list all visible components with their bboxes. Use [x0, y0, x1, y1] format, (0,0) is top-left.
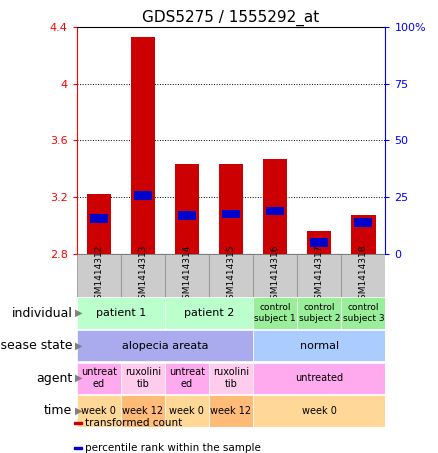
- Bar: [175, 164, 199, 254]
- Bar: [351, 216, 375, 254]
- Text: control
subject 1: control subject 1: [254, 304, 296, 323]
- Text: control
subject 2: control subject 2: [299, 304, 340, 323]
- Text: GSM1414316: GSM1414316: [271, 245, 279, 305]
- Text: ▶: ▶: [75, 308, 83, 318]
- Text: GSM1414317: GSM1414317: [315, 245, 324, 305]
- Text: ruxolini
tib: ruxolini tib: [213, 367, 249, 389]
- Bar: [266, 207, 284, 216]
- Bar: [222, 210, 240, 218]
- Bar: [165, 297, 253, 329]
- Text: percentile rank within the sample: percentile rank within the sample: [85, 443, 261, 453]
- Bar: [209, 254, 253, 297]
- Text: patient 2: patient 2: [184, 308, 234, 318]
- Bar: [165, 362, 209, 394]
- Bar: [253, 297, 297, 329]
- Text: ▶: ▶: [75, 373, 83, 383]
- Text: individual: individual: [11, 307, 72, 319]
- Text: untreat
ed: untreat ed: [169, 367, 205, 389]
- Bar: [219, 164, 243, 254]
- Bar: [77, 362, 121, 394]
- Bar: [121, 254, 165, 297]
- Text: agent: agent: [36, 372, 72, 385]
- Bar: [121, 395, 165, 427]
- Text: transformed count: transformed count: [85, 419, 182, 429]
- Bar: [178, 211, 196, 220]
- Text: week 0: week 0: [302, 406, 337, 416]
- Bar: [253, 395, 385, 427]
- Text: control
subject 3: control subject 3: [343, 304, 384, 323]
- Bar: [341, 254, 385, 297]
- Bar: [209, 362, 253, 394]
- Bar: [77, 330, 253, 361]
- Bar: [121, 362, 165, 394]
- Bar: [253, 362, 385, 394]
- Text: GSM1414313: GSM1414313: [138, 245, 147, 305]
- Text: GSM1414312: GSM1414312: [94, 245, 103, 305]
- Bar: [310, 238, 328, 246]
- Text: week 0: week 0: [81, 406, 116, 416]
- Bar: [90, 214, 108, 222]
- Bar: [77, 297, 165, 329]
- Bar: [297, 254, 341, 297]
- Text: week 0: week 0: [170, 406, 205, 416]
- Bar: [165, 254, 209, 297]
- Bar: [263, 159, 287, 254]
- Text: patient 1: patient 1: [95, 308, 146, 318]
- Bar: [253, 330, 385, 361]
- Bar: [209, 395, 253, 427]
- Bar: [165, 395, 209, 427]
- Bar: [307, 231, 332, 254]
- Text: GSM1414314: GSM1414314: [183, 245, 191, 305]
- Text: ▶: ▶: [75, 406, 83, 416]
- Bar: [354, 218, 372, 227]
- Text: week 12: week 12: [122, 406, 163, 416]
- Text: time: time: [44, 405, 72, 417]
- Bar: [87, 194, 111, 254]
- Text: disease state: disease state: [0, 339, 72, 352]
- Text: GSM1414318: GSM1414318: [359, 245, 368, 305]
- Bar: [134, 191, 152, 200]
- Text: untreated: untreated: [295, 373, 343, 383]
- Text: normal: normal: [300, 341, 339, 351]
- Title: GDS5275 / 1555292_at: GDS5275 / 1555292_at: [142, 10, 320, 26]
- Bar: [297, 297, 341, 329]
- Bar: [77, 254, 121, 297]
- Text: week 12: week 12: [211, 406, 251, 416]
- Bar: [341, 297, 385, 329]
- Bar: [74, 422, 82, 424]
- Bar: [253, 254, 297, 297]
- Bar: [131, 37, 155, 254]
- Bar: [74, 447, 82, 449]
- Text: alopecia areata: alopecia areata: [122, 341, 208, 351]
- Text: untreat
ed: untreat ed: [81, 367, 117, 389]
- Bar: [77, 395, 121, 427]
- Text: ruxolini
tib: ruxolini tib: [125, 367, 161, 389]
- Text: GSM1414315: GSM1414315: [226, 245, 236, 305]
- Text: ▶: ▶: [75, 341, 83, 351]
